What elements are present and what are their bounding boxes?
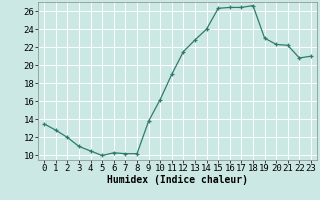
X-axis label: Humidex (Indice chaleur): Humidex (Indice chaleur) xyxy=(107,175,248,185)
